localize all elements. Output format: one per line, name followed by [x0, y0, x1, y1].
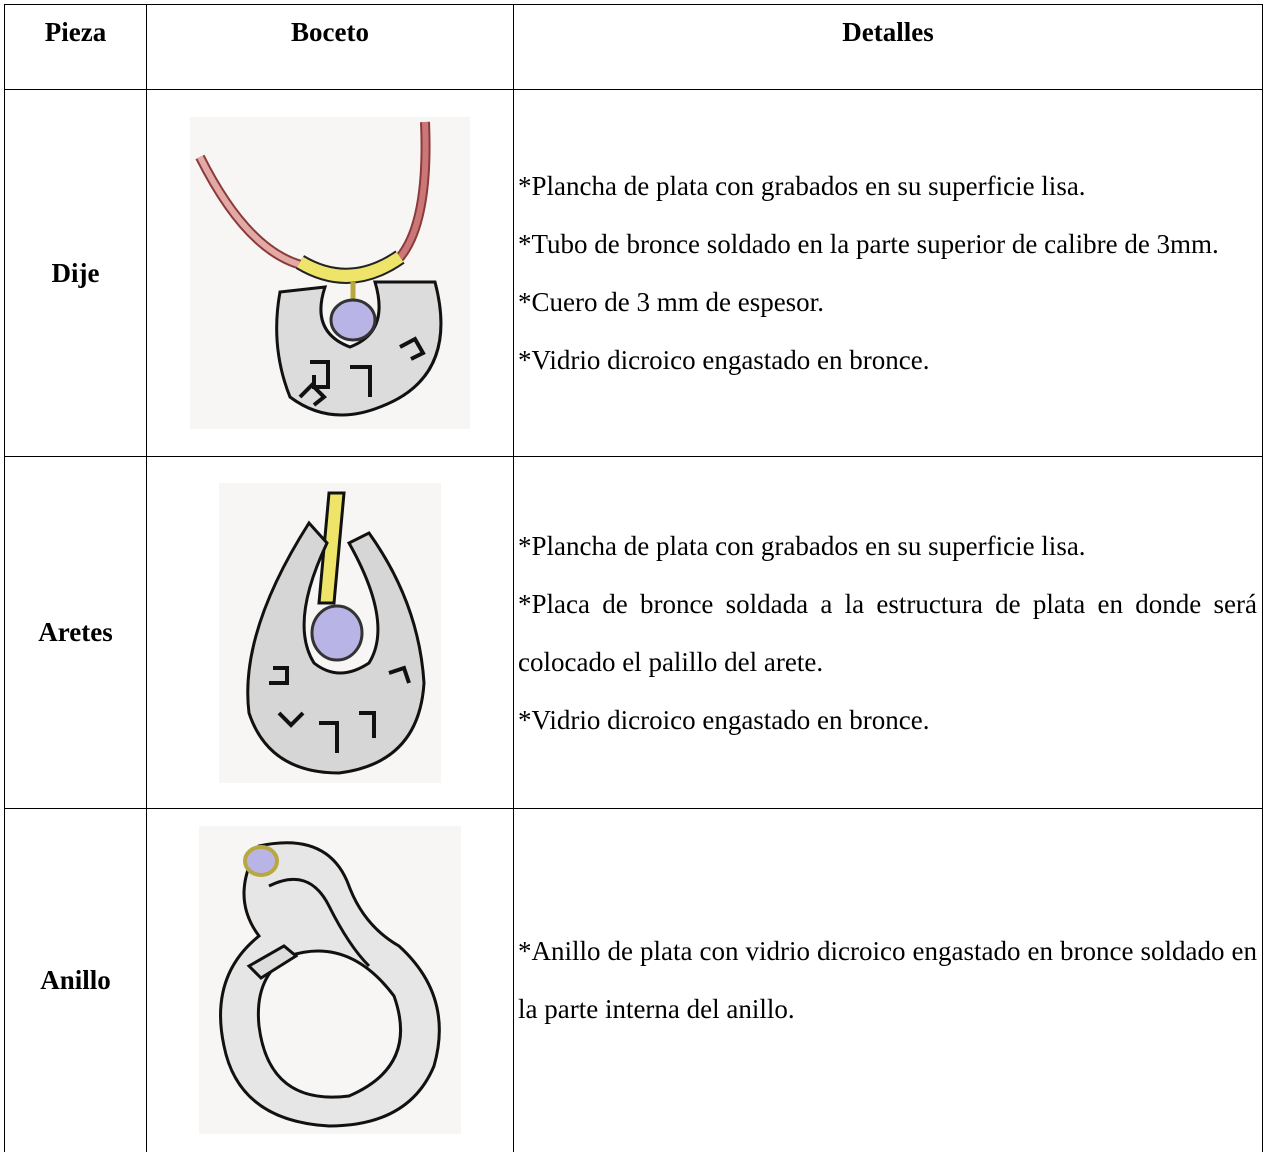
- detail-line: *Tubo de bronce soldado en la parte supe…: [518, 229, 1219, 259]
- sketch-cell: [146, 456, 514, 809]
- detail-line: *Anillo de plata con vidrio dicroico eng…: [518, 936, 1257, 1025]
- sketch-cell: [146, 808, 514, 1152]
- header-cell: Detalles: [513, 4, 1263, 90]
- header-cell: Boceto: [146, 4, 514, 90]
- piece-table: Pieza Boceto Detalles Dije: [4, 4, 1263, 1152]
- row: Dije *Plancha de plata con graba: [4, 89, 1263, 457]
- detail-line: *Vidrio dicroico engastado en bronce.: [518, 345, 930, 375]
- piece-name: Anillo: [4, 808, 147, 1152]
- details-cell: *Plancha de plata con grabados en su sup…: [513, 456, 1263, 809]
- detail-line: *Cuero de 3 mm de espesor.: [518, 287, 824, 317]
- sketch-pendant: [190, 117, 470, 429]
- sketch-cell: [146, 89, 514, 457]
- piece-name: Aretes: [4, 456, 147, 809]
- details-cell: *Plancha de plata con grabados en su sup…: [513, 89, 1263, 457]
- details-cell: *Anillo de plata con vidrio dicroico eng…: [513, 808, 1263, 1152]
- sketch-ring: [199, 826, 461, 1135]
- piece-name: Dije: [4, 89, 147, 457]
- row: Aretes *Plancha de plata con grabados en…: [4, 456, 1263, 809]
- detail-line: *Plancha de plata con grabados en su sup…: [518, 171, 1086, 201]
- detail-line: *Placa de bronce soldada a la estructura…: [518, 588, 1257, 677]
- row: Anillo *Anillo de plata con vidrio dicro…: [4, 808, 1263, 1152]
- sketch-earring: [219, 482, 441, 783]
- detail-line: *Plancha de plata con grabados en su sup…: [518, 530, 1086, 561]
- header-row: Pieza Boceto Detalles: [4, 4, 1263, 90]
- detail-line: *Vidrio dicroico engastado en bronce.: [518, 704, 930, 735]
- header-cell: Pieza: [4, 4, 147, 90]
